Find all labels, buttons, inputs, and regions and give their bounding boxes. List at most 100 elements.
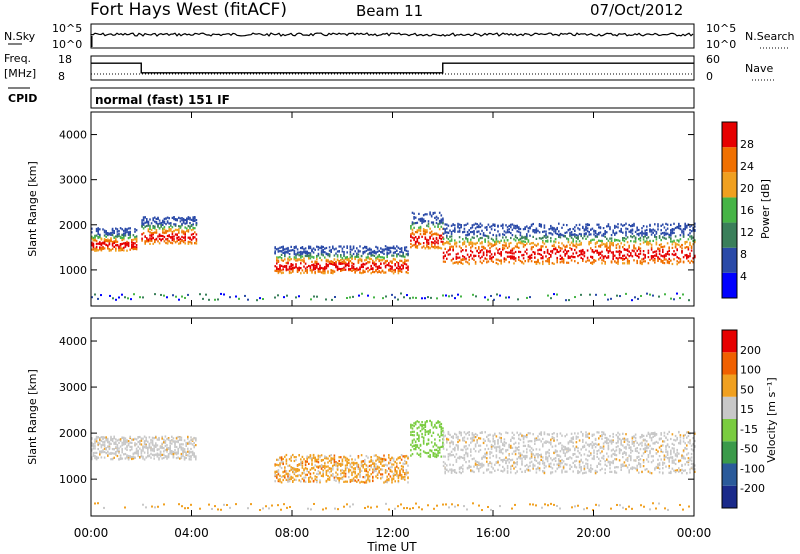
echo-cell: [465, 237, 467, 240]
echo-cell: [609, 237, 611, 240]
echo-cell: [119, 438, 122, 441]
echo-cell: [471, 433, 474, 436]
echo-cell: [419, 455, 422, 458]
echo-cell: [663, 245, 666, 248]
echo-cell: [392, 475, 395, 478]
echo-cell: [686, 256, 688, 259]
echo-cell: [330, 461, 332, 464]
echo-cell: [561, 256, 563, 259]
echo-cell: [479, 260, 482, 263]
echo-cell: [376, 257, 379, 260]
echo-cell: [502, 246, 504, 249]
echo-cell: [392, 251, 395, 254]
echo-cell: [606, 242, 608, 245]
echo-cell: [316, 476, 318, 479]
echo-cell: [460, 250, 462, 253]
echo-cell: [157, 240, 159, 243]
echo-cell: [166, 444, 168, 447]
echo-cell: [404, 258, 406, 261]
echo-cell: [674, 235, 677, 238]
echo-cell: [181, 235, 183, 238]
echo-cell: [119, 243, 122, 247]
echo-cell: [97, 230, 99, 233]
echo-cell: [384, 245, 387, 248]
echo-cell: [193, 455, 195, 458]
echo-cell: [152, 225, 154, 228]
echo-cell: [159, 445, 162, 448]
echo-cell: [562, 250, 565, 253]
echo-cell: [175, 440, 178, 443]
echo-cell: [141, 233, 143, 236]
echo-cell: [349, 245, 352, 248]
echo-cell: [422, 439, 425, 442]
echo-cell: [135, 229, 138, 232]
echo-cell: [378, 258, 380, 261]
echo-cell: [152, 237, 154, 240]
near-range-echo: [373, 296, 375, 299]
echo-cell: [139, 447, 141, 450]
echo-cell: [338, 267, 340, 270]
echo-cell: [94, 438, 96, 441]
echo-cell: [666, 232, 669, 235]
echo-cell: [151, 449, 154, 452]
echo-cell: [513, 437, 515, 440]
echo-cell: [446, 227, 448, 230]
echo-cell: [668, 257, 670, 260]
echo-cell: [416, 445, 419, 448]
echo-cell: [455, 436, 458, 439]
echo-cell: [396, 261, 398, 264]
echo-cell: [317, 461, 320, 464]
echo-cell: [566, 245, 568, 248]
near-range-echo: [649, 293, 651, 296]
echo-cell: [280, 259, 283, 262]
echo-cell: [500, 439, 502, 442]
echo-cell: [665, 237, 667, 240]
echo-cell: [542, 260, 544, 263]
echo-cell: [115, 249, 117, 252]
echo-cell: [526, 454, 528, 458]
echo-cell: [290, 271, 292, 274]
echo-cell: [419, 228, 422, 231]
echo-cell: [435, 241, 438, 244]
echo-cell: [322, 469, 324, 472]
echo-cell: [185, 441, 187, 445]
echo-cell: [476, 434, 478, 437]
echo-cell: [466, 447, 469, 450]
echo-cell: [538, 248, 541, 251]
echo-cell: [184, 239, 186, 242]
echo-cell: [364, 462, 366, 466]
echo-cell: [131, 448, 133, 451]
echo-cell: [657, 259, 659, 262]
echo-cell: [183, 457, 186, 460]
echo-cell: [465, 461, 467, 464]
echo-cell: [633, 240, 635, 243]
echo-cell: [340, 254, 342, 257]
echo-cell: [368, 468, 371, 471]
echo-cell: [135, 248, 138, 251]
echo-cell: [427, 442, 430, 445]
echo-cell: [111, 234, 114, 237]
near-range-echo: [160, 293, 162, 296]
echo-cell: [187, 242, 190, 245]
echo-cell: [458, 236, 461, 239]
echo-cell: [328, 454, 331, 458]
echo-cell: [514, 239, 517, 242]
echo-cell: [513, 262, 515, 265]
echo-cell: [380, 256, 382, 259]
echo-cell: [383, 248, 385, 251]
echo-cell: [386, 478, 388, 481]
echo-cell: [375, 262, 377, 266]
near-range-echo: [664, 293, 666, 296]
echo-cell: [524, 226, 526, 229]
echo-cell: [569, 231, 571, 234]
echo-cell: [513, 461, 515, 464]
echo-cell: [100, 243, 103, 246]
echo-cell: [419, 443, 422, 446]
near-range-echo: [235, 295, 237, 298]
echo-cell: [376, 458, 379, 461]
echo-cell: [650, 255, 653, 258]
echo-cell: [416, 452, 419, 455]
echo-cell: [432, 246, 435, 249]
echo-cell: [384, 458, 387, 462]
echo-cell: [187, 454, 189, 457]
